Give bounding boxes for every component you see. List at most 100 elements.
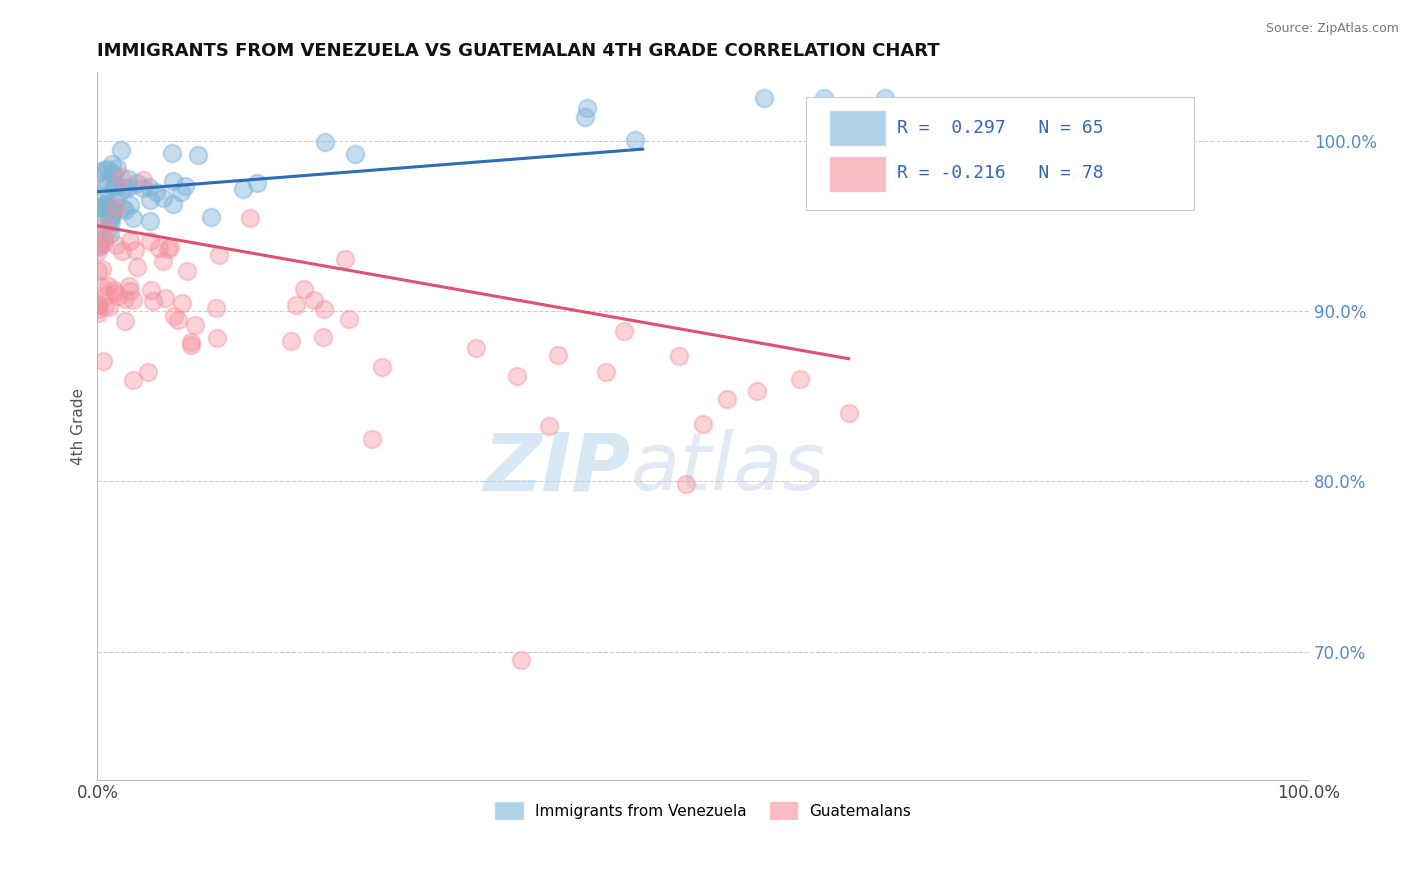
Point bbox=[91, 189, 114, 203]
Point bbox=[371, 360, 394, 375]
Point bbox=[100, 166, 122, 180]
Point bbox=[100, 210, 122, 224]
Point bbox=[152, 191, 174, 205]
Point bbox=[142, 293, 165, 308]
Point bbox=[132, 173, 155, 187]
Point bbox=[91, 354, 114, 368]
Point bbox=[343, 146, 366, 161]
Point bbox=[162, 173, 184, 187]
Point bbox=[675, 476, 697, 491]
Point bbox=[111, 202, 134, 216]
Point bbox=[138, 193, 160, 207]
Point bbox=[110, 169, 132, 184]
Point bbox=[94, 181, 117, 195]
Point bbox=[93, 197, 115, 211]
Point bbox=[111, 244, 134, 259]
Point bbox=[104, 178, 127, 192]
Point bbox=[180, 338, 202, 352]
Point bbox=[101, 208, 124, 222]
Point bbox=[176, 264, 198, 278]
Point bbox=[752, 91, 775, 105]
Point bbox=[153, 291, 176, 305]
Point bbox=[180, 335, 202, 350]
Point bbox=[716, 392, 738, 406]
Point bbox=[200, 210, 222, 224]
Point bbox=[337, 312, 360, 326]
Point bbox=[576, 101, 599, 115]
Point bbox=[623, 133, 645, 147]
Point bbox=[110, 184, 132, 198]
Point bbox=[87, 305, 110, 319]
Text: IMMIGRANTS FROM VENEZUELA VS GUATEMALAN 4TH GRADE CORRELATION CHART: IMMIGRANTS FROM VENEZUELA VS GUATEMALAN … bbox=[97, 42, 941, 60]
Point bbox=[100, 201, 122, 215]
Point bbox=[98, 227, 121, 241]
Point bbox=[103, 283, 125, 297]
Point bbox=[167, 313, 190, 327]
Point bbox=[104, 194, 127, 209]
Point bbox=[139, 214, 162, 228]
Point bbox=[103, 168, 125, 182]
Point bbox=[239, 211, 262, 225]
Point bbox=[132, 180, 155, 194]
Text: ZIP: ZIP bbox=[484, 429, 630, 508]
Point bbox=[506, 369, 529, 384]
Point bbox=[125, 260, 148, 274]
Y-axis label: 4th Grade: 4th Grade bbox=[72, 387, 86, 465]
Point bbox=[105, 201, 128, 215]
Point bbox=[105, 161, 128, 175]
Point bbox=[114, 314, 136, 328]
Point bbox=[114, 293, 136, 307]
Point bbox=[314, 135, 336, 149]
Point bbox=[232, 182, 254, 196]
Point bbox=[668, 349, 690, 363]
Point bbox=[87, 244, 110, 259]
Point bbox=[160, 146, 183, 161]
Point bbox=[547, 348, 569, 362]
Point bbox=[121, 211, 143, 225]
Point bbox=[104, 285, 127, 300]
Point bbox=[118, 179, 141, 194]
Point bbox=[87, 165, 110, 179]
Point bbox=[94, 299, 117, 313]
Point bbox=[90, 280, 112, 294]
FancyBboxPatch shape bbox=[831, 112, 884, 145]
Point bbox=[107, 288, 129, 302]
Point bbox=[148, 241, 170, 255]
Point bbox=[87, 220, 110, 235]
Legend: Immigrants from Venezuela, Guatemalans: Immigrants from Venezuela, Guatemalans bbox=[489, 797, 917, 825]
Point bbox=[208, 248, 231, 262]
Point bbox=[114, 181, 136, 195]
Text: atlas: atlas bbox=[630, 429, 825, 508]
Point bbox=[117, 172, 139, 186]
Point bbox=[162, 197, 184, 211]
Point bbox=[183, 318, 205, 332]
Point bbox=[86, 301, 108, 316]
Point bbox=[124, 243, 146, 257]
Point bbox=[97, 279, 120, 293]
Point bbox=[87, 200, 110, 214]
Point bbox=[98, 301, 121, 315]
Point bbox=[86, 239, 108, 253]
Point bbox=[159, 240, 181, 254]
Point bbox=[141, 283, 163, 297]
Point bbox=[120, 285, 142, 299]
Point bbox=[94, 219, 117, 233]
Text: Source: ZipAtlas.com: Source: ZipAtlas.com bbox=[1265, 22, 1399, 36]
Point bbox=[152, 253, 174, 268]
Point bbox=[93, 232, 115, 246]
Point bbox=[125, 176, 148, 190]
Point bbox=[91, 262, 114, 277]
Point bbox=[121, 293, 143, 308]
Point bbox=[98, 214, 121, 228]
Point bbox=[333, 252, 356, 266]
Point bbox=[294, 283, 316, 297]
Point bbox=[104, 238, 127, 252]
Point bbox=[574, 110, 596, 124]
Text: R =  0.297   N = 65: R = 0.297 N = 65 bbox=[897, 119, 1104, 136]
Point bbox=[246, 176, 269, 190]
Point bbox=[87, 239, 110, 253]
Point bbox=[101, 157, 124, 171]
Point bbox=[537, 419, 560, 434]
Point bbox=[510, 653, 533, 667]
Point bbox=[139, 234, 162, 248]
